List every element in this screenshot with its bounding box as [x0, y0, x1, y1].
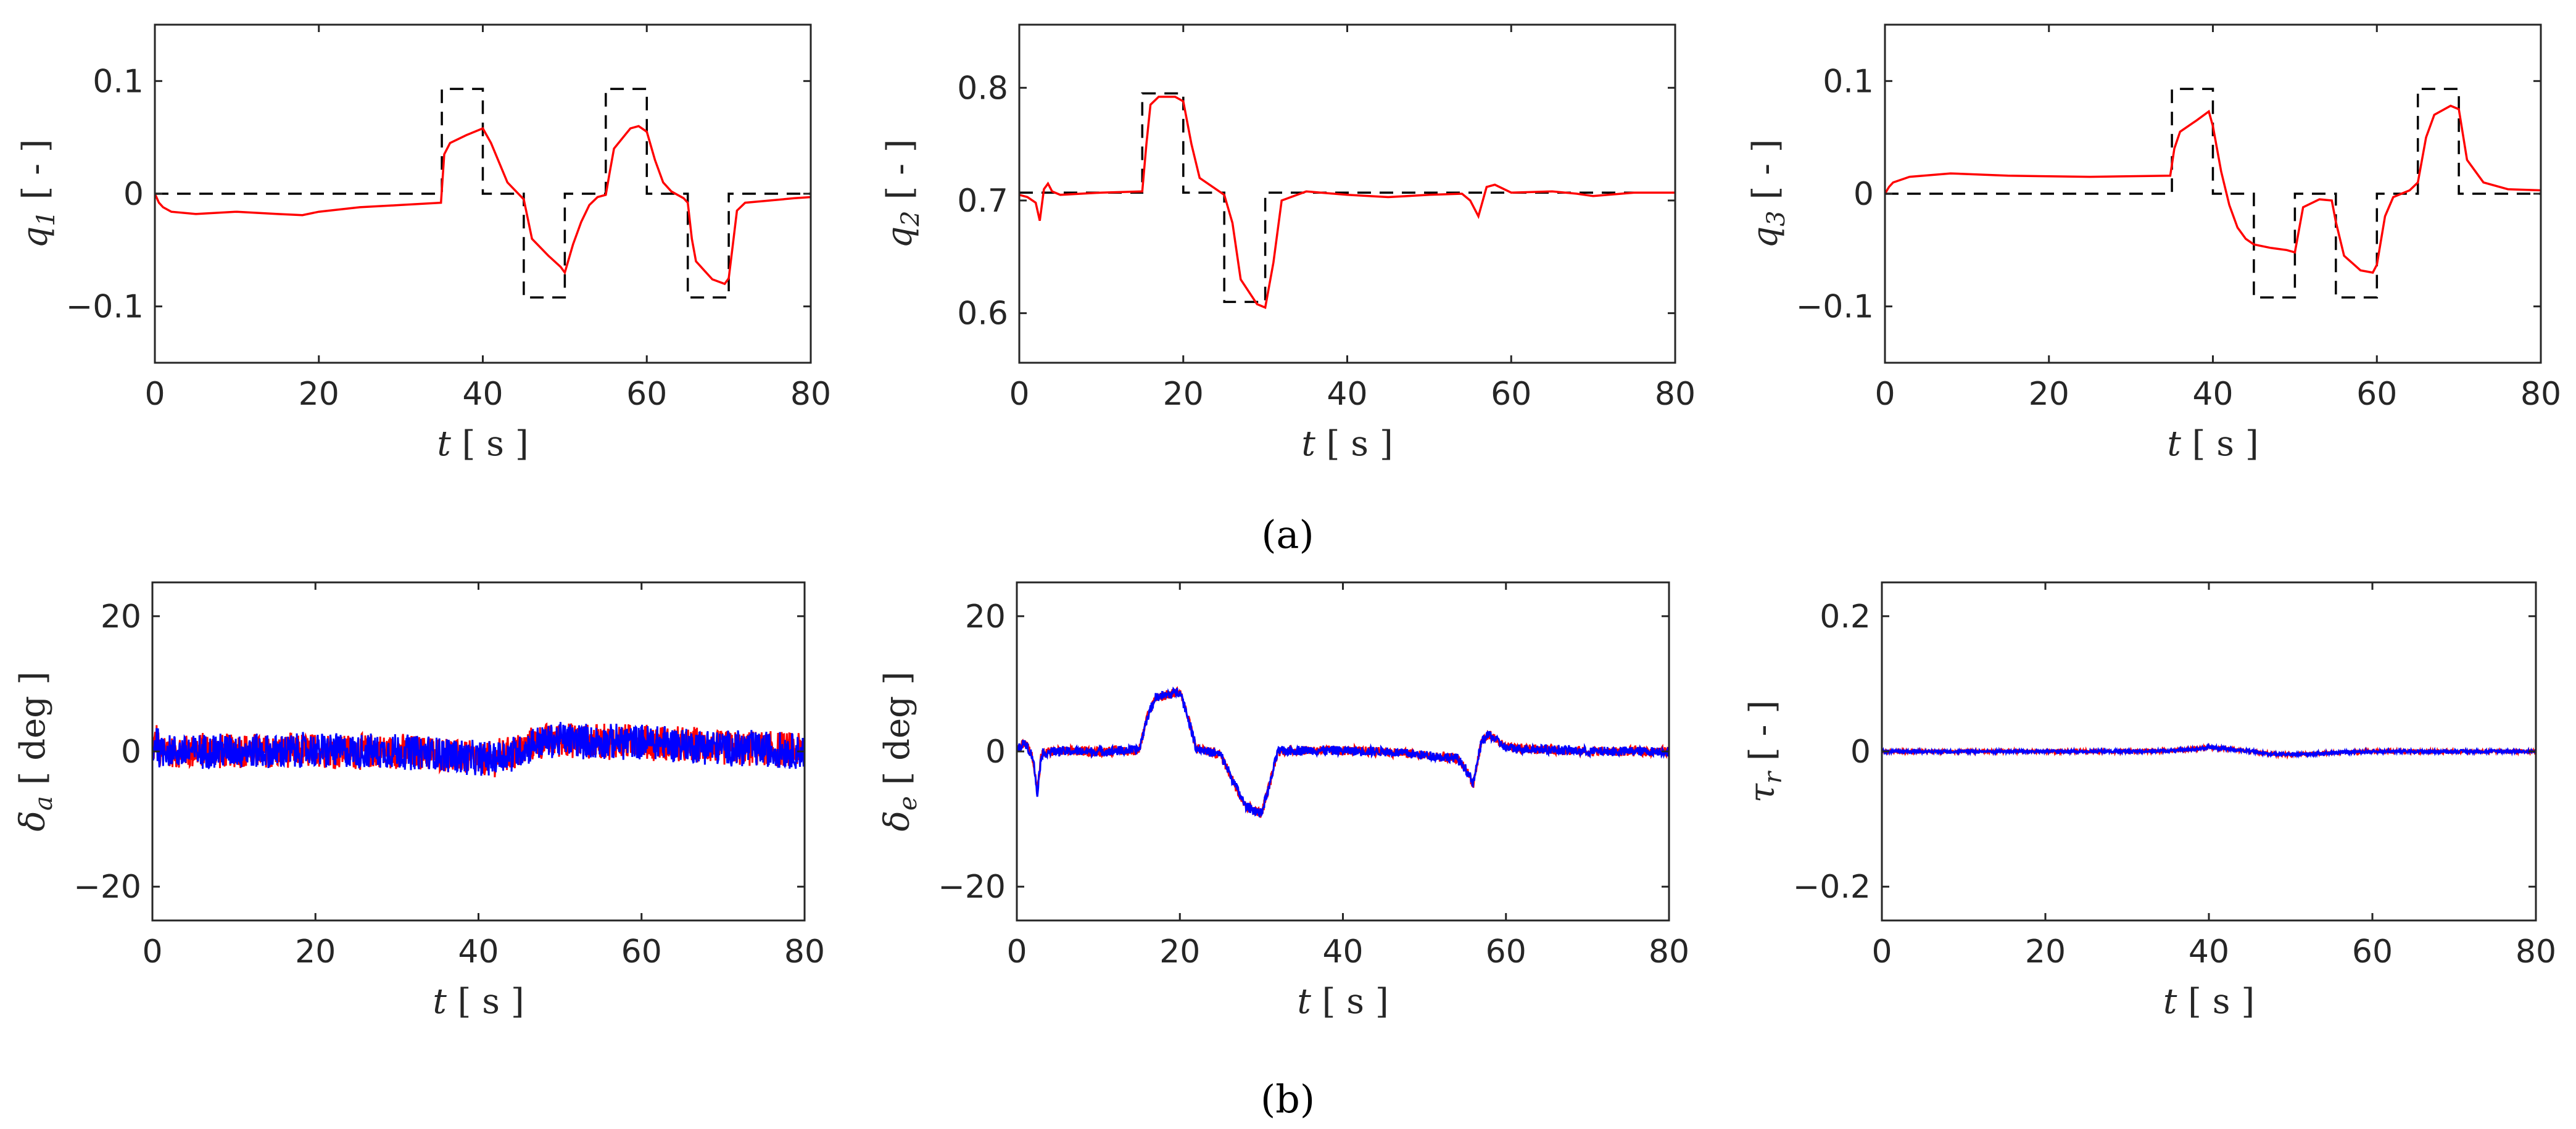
x-tick-label: 20: [299, 376, 339, 413]
y-axis-label: q1 [ - ]: [15, 139, 60, 248]
x-axis-label: t [ s ]: [2167, 424, 2258, 464]
x-tick-label: 60: [2352, 933, 2393, 970]
y-tick-label: 0.1: [1823, 63, 1874, 100]
x-tick-label: 60: [2356, 376, 2397, 413]
y-axis-label: τr [ - ]: [1742, 700, 1787, 803]
y-tick-label: 20: [101, 598, 141, 635]
y-axis-label: δe [ deg ]: [877, 671, 922, 831]
y-tick-label: −0.1: [66, 289, 144, 326]
y-tick-label: 0.1: [93, 63, 144, 100]
series-actual-b3: [1882, 742, 2536, 759]
x-axis-label: t [ s ]: [2163, 982, 2255, 1022]
x-tick-label: 20: [2025, 933, 2066, 970]
x-tick-label: 20: [1159, 933, 1200, 970]
y-tick-label: 20: [965, 598, 1006, 635]
x-tick-label: 0: [144, 376, 165, 413]
y-tick-label: 0.6: [957, 296, 1008, 333]
y-axis-label: δa [ deg ]: [13, 671, 58, 832]
x-tick-label: 80: [784, 933, 825, 970]
x-tick-label: 80: [2516, 933, 2556, 970]
x-tick-label: 60: [626, 376, 667, 413]
y-tick-label: −20: [938, 869, 1006, 906]
x-tick-label: 40: [2189, 933, 2229, 970]
y-axis-label: q2 [ - ]: [880, 139, 925, 248]
y-tick-label: 0: [1853, 176, 1874, 213]
x-tick-label: 40: [462, 376, 503, 413]
y-tick-label: 0.8: [957, 70, 1008, 107]
chart-panel-a3: 0 20 40 60 80 −0.1 0 0.1 t [ s ] q3 [ - ]: [1746, 23, 2561, 464]
x-tick-label: 0: [1006, 933, 1027, 970]
x-tick-label: 80: [2520, 376, 2561, 413]
series-reference-a2: [1019, 92, 1675, 304]
chart-panel-b3: 0 20 40 60 80−0.200.2t [ s ]τr [ - ]: [1742, 581, 2556, 1022]
x-tick-label: 0: [142, 933, 162, 970]
x-tick-label: 40: [2192, 376, 2233, 413]
x-tick-label: 60: [1491, 376, 1531, 413]
y-tick-label: 0.7: [957, 183, 1008, 220]
chart-panel-a2: 0 20 40 60 80 0.6 0.7 0.8 t [ s ] q2 [ - ]: [880, 23, 1696, 464]
series-response-a3: [1885, 104, 2541, 274]
series-actual-b2: [1017, 686, 1669, 818]
y-tick-label: 0.2: [1820, 598, 1871, 635]
x-axis-label: t [ s ]: [1297, 982, 1388, 1022]
x-tick-label: 40: [1327, 376, 1367, 413]
x-tick-label: 20: [295, 933, 336, 970]
chart-panel-a1: 0 20 40 60 80 −0.1 0 0.1 t [ s ] q1 [ - ]: [15, 23, 831, 464]
y-tick-label: 0: [985, 734, 1006, 771]
x-tick-label: 20: [2029, 376, 2069, 413]
x-axis-label: t [ s ]: [1301, 424, 1393, 464]
y-tick-label: −0.2: [1793, 869, 1871, 906]
x-tick-label: 40: [1322, 933, 1363, 970]
caption-b: (b): [1261, 1077, 1315, 1122]
caption-a: (a): [1261, 512, 1314, 557]
y-tick-label: −20: [73, 869, 141, 906]
x-axis-label: t [ s ]: [433, 982, 524, 1022]
x-tick-label: 60: [621, 933, 662, 970]
x-tick-label: 80: [1649, 933, 1689, 970]
series-response-a2: [1019, 96, 1675, 309]
y-tick-label: −0.1: [1796, 289, 1874, 326]
x-tick-label: 0: [1871, 933, 1892, 970]
series-actual-b1: [152, 722, 805, 776]
x-axis-label: t [ s ]: [437, 424, 528, 464]
series-reference-a3: [1885, 88, 2541, 299]
x-tick-label: 0: [1874, 376, 1895, 413]
x-tick-label: 20: [1163, 376, 1204, 413]
y-tick-label: 0: [121, 734, 141, 771]
series-response-a1: [155, 125, 811, 286]
y-axis-label: q3 [ - ]: [1746, 139, 1791, 248]
x-tick-label: 80: [790, 376, 831, 413]
x-tick-label: 40: [458, 933, 499, 970]
series-reference-a1: [155, 88, 811, 299]
y-tick-label: 0: [1850, 734, 1871, 771]
x-tick-label: 60: [1486, 933, 1526, 970]
x-tick-label: 80: [1655, 376, 1696, 413]
y-tick-label: 0: [123, 176, 144, 213]
x-tick-label: 0: [1009, 376, 1029, 413]
